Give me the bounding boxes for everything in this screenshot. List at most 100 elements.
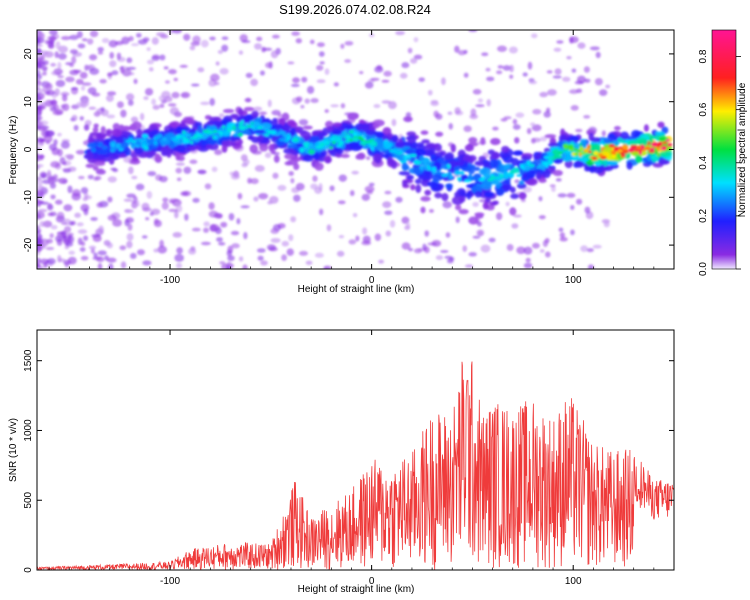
spectrogram-energy-cell: [406, 131, 417, 137]
spectrogram-noise-cell: [41, 124, 46, 132]
spectrogram-noise-cell: [395, 30, 405, 36]
spectrogram-noise-cell: [79, 71, 88, 79]
spectrogram-noise-cell: [72, 189, 81, 197]
spectrogram-energy-cell: [382, 127, 392, 136]
spectrogram-noise-cell: [37, 44, 43, 48]
spectrogram-energy-cell: [420, 196, 431, 202]
spectrogram-peak-cell: [225, 131, 230, 136]
spectrogram-noise-cell: [304, 98, 310, 104]
spectrogram-noise-cell: [209, 36, 216, 41]
spectrogram-noise-cell: [319, 208, 324, 216]
spectrogram-noise-cell: [462, 245, 468, 252]
spectrogram-peak-cell: [446, 172, 452, 176]
spectrogram-noise-cell: [218, 113, 225, 118]
spectrogram-energy-cell: [479, 167, 492, 176]
spectrogram-noise-cell: [287, 61, 295, 65]
colorbar-tick-label: 0.2: [698, 209, 709, 223]
spectrogram-energy-cell: [592, 165, 604, 174]
spectrogram-noise-cell: [256, 36, 263, 42]
spectrogram-peak-cell: [667, 143, 673, 147]
spectrogram-peak-cell: [406, 158, 411, 162]
spectrogram-peak-cell: [495, 176, 499, 180]
spectrogram-energy-cell: [455, 204, 462, 211]
spectrogram-energy-cell: [445, 152, 455, 161]
spectrogram-noise-cell: [37, 111, 40, 117]
spectrogram-y-ticks: -20 -10 0 10 20: [23, 48, 674, 252]
spectrogram-noise-cell: [173, 77, 179, 82]
spectrogram-noise-cell: [174, 253, 185, 262]
spectrogram-noise-cell: [539, 136, 547, 142]
spectrogram-energy-cell: [426, 142, 436, 149]
spectrogram-noise-cell: [239, 34, 248, 42]
spectrogram-noise-cell: [156, 32, 166, 37]
spectrogram-energy-cell: [415, 184, 422, 193]
spectrogram-peak-cell: [213, 129, 218, 133]
spectrogram-noise-cell: [362, 227, 368, 235]
spectrogram-noise-cell: [80, 241, 86, 247]
spectrogram-energy-cell: [349, 141, 360, 149]
spectrogram-peak-cell: [226, 127, 232, 133]
spectrogram-peak-cell: [597, 153, 603, 157]
spectrogram-noise-cell: [37, 185, 45, 192]
spectrogram-x-tick-label: 0: [369, 275, 375, 286]
spectrogram-noise-cell: [209, 223, 217, 232]
spectrogram-noise-cell: [326, 224, 332, 232]
spectrogram-peak-cell: [182, 130, 186, 134]
spectrogram-noise-cell: [324, 68, 330, 75]
snr-frame: [36, 329, 675, 571]
spectrogram-peak-cell: [202, 129, 209, 133]
spectrogram-energy-cell: [398, 171, 411, 176]
spectrogram-noise-cell: [603, 221, 610, 228]
spectrogram-noise-cell: [511, 223, 519, 229]
colorbar-tick-label: 0.4: [698, 155, 709, 169]
spectrogram-peak-cell: [613, 147, 619, 152]
spectrogram-noise-cell: [344, 59, 352, 63]
spectrogram-noise-cell: [480, 244, 491, 253]
spectrogram-energy-cell: [514, 137, 520, 144]
spectrogram-noise-cell: [546, 107, 551, 113]
spectrogram-noise-cell: [374, 233, 382, 241]
spectrogram-peak-cell: [159, 138, 164, 144]
spectrogram-noise-cell: [286, 248, 294, 256]
spectrogram-noise-cell: [516, 246, 526, 255]
spectrogram-energy-cell: [324, 120, 334, 129]
spectrogram-energy-cell: [611, 140, 619, 145]
spectrogram-noise-cell: [65, 62, 73, 66]
spectrogram-peak-cell: [232, 125, 237, 131]
spectrogram-noise-cell: [87, 38, 94, 45]
spectrogram-energy-cell: [313, 152, 320, 161]
spectrogram-energy-cell: [243, 106, 255, 112]
spectrogram-noise-cell: [152, 104, 160, 110]
spectrogram-energy-cell: [413, 166, 421, 175]
spectrogram-noise-cell: [47, 202, 53, 210]
spectrogram-energy-cell: [547, 142, 560, 148]
spectrogram-noise-cell: [123, 156, 133, 163]
spectrogram-noise-cell: [523, 246, 533, 255]
spectrogram-peak-cell: [509, 170, 516, 174]
spectrogram-noise-cell: [144, 88, 154, 96]
spectrogram-noise-cell: [270, 237, 281, 243]
spectrogram-noise-cell: [440, 249, 449, 253]
spectrogram-noise-cell: [324, 109, 329, 113]
spectrogram-noise-cell: [37, 115, 43, 121]
spectrogram-peak-cell: [648, 150, 655, 153]
spectrogram-energy-cell: [518, 192, 527, 200]
spectrogram-energy-cell: [243, 114, 253, 124]
spectrogram-energy-cell: [489, 159, 500, 168]
spectrogram-peak-cell: [508, 172, 515, 178]
spectrogram-energy-cell: [654, 131, 665, 136]
spectrogram-peak-cell: [645, 146, 651, 151]
spectrogram-noise-cell: [295, 38, 302, 44]
spectrogram-noise-cell: [405, 222, 411, 229]
spectrogram-energy-cell: [492, 200, 499, 205]
spectrogram-energy-cell: [347, 112, 359, 118]
spectrogram-noise-cell: [42, 85, 48, 93]
spectrogram-noise-cell: [256, 248, 266, 253]
spectrogram-noise-cell: [121, 36, 130, 45]
spectrogram-noise-cell: [39, 258, 50, 265]
spectrogram-noise-cell: [305, 260, 313, 265]
spectrogram-energy-cell: [281, 124, 292, 131]
spectrogram-noise-cell: [486, 76, 495, 82]
spectrogram-noise-cell: [62, 161, 67, 165]
spectrogram-noise-cell: [409, 57, 418, 64]
